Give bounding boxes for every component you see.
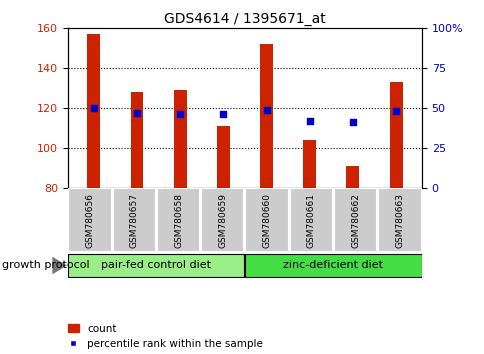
Point: [219, 112, 227, 117]
Legend: count, percentile rank within the sample: count, percentile rank within the sample: [68, 324, 262, 349]
Text: GSM780661: GSM780661: [306, 193, 315, 248]
Bar: [201, 188, 244, 252]
Bar: [245, 254, 421, 277]
Bar: [346, 166, 359, 188]
Bar: [333, 188, 377, 252]
Point: [176, 112, 183, 117]
Bar: [112, 188, 156, 252]
Point: [305, 118, 313, 124]
Point: [348, 120, 356, 125]
Text: GSM780662: GSM780662: [350, 193, 359, 248]
Text: GSM780658: GSM780658: [174, 193, 182, 248]
Text: growth protocol: growth protocol: [2, 261, 90, 270]
Bar: [87, 34, 100, 188]
Title: GDS4614 / 1395671_at: GDS4614 / 1395671_at: [164, 12, 325, 26]
Point: [90, 105, 97, 111]
Bar: [216, 126, 229, 188]
Point: [133, 110, 140, 116]
Text: GSM780656: GSM780656: [85, 193, 94, 248]
Point: [262, 107, 270, 113]
Text: GSM780657: GSM780657: [130, 193, 138, 248]
Bar: [389, 82, 402, 188]
Polygon shape: [52, 257, 67, 274]
Text: pair-fed control diet: pair-fed control diet: [101, 260, 211, 270]
Bar: [259, 44, 272, 188]
Text: GSM780663: GSM780663: [394, 193, 404, 248]
Text: zinc-deficient diet: zinc-deficient diet: [283, 260, 383, 270]
Bar: [302, 140, 316, 188]
Bar: [289, 188, 333, 252]
Text: GSM780659: GSM780659: [218, 193, 227, 248]
Bar: [156, 188, 200, 252]
Bar: [173, 90, 186, 188]
Bar: [68, 188, 111, 252]
Bar: [378, 188, 421, 252]
Text: GSM780660: GSM780660: [262, 193, 271, 248]
Point: [392, 108, 399, 114]
Bar: [130, 92, 143, 188]
Bar: [245, 188, 288, 252]
Bar: [68, 254, 244, 277]
